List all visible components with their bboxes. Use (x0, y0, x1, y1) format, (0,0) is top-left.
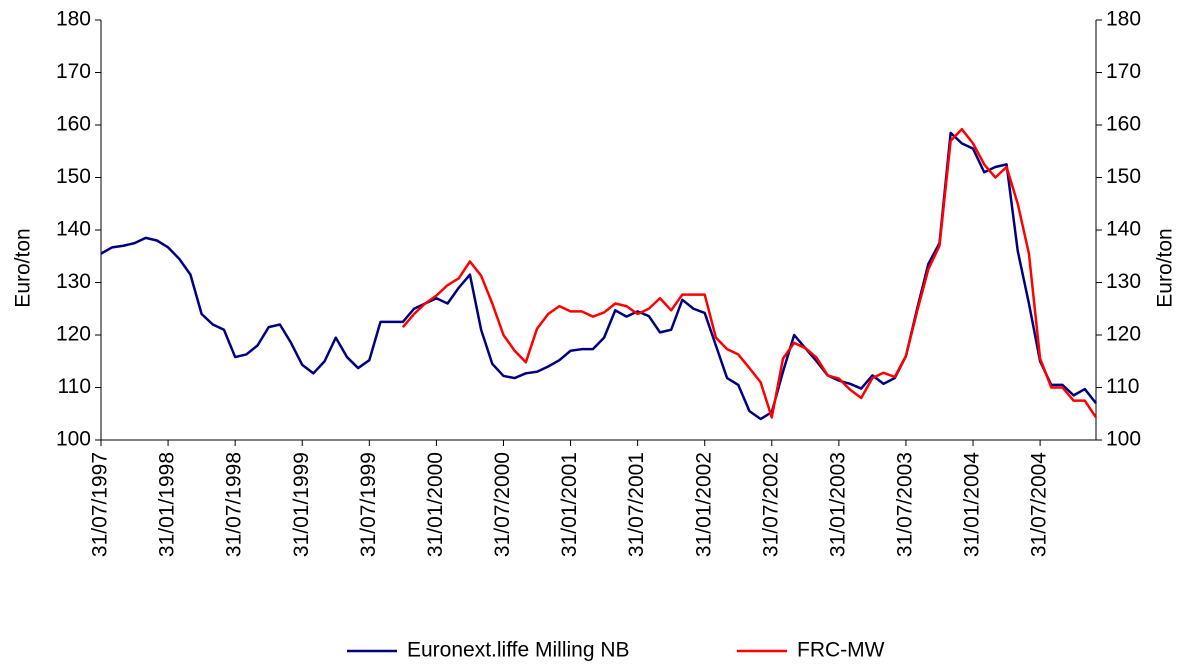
x-tick-label: 31/07/1999 (357, 452, 380, 557)
y-tick-label: 130 (56, 270, 91, 293)
x-tick-label: 31/01/1998 (156, 452, 179, 557)
y-tick-label: 150 (56, 165, 91, 188)
x-tick-label: 31/01/2004 (961, 452, 984, 557)
y-tick-label: 110 (58, 375, 91, 398)
y2-tick-label: 150 (1106, 165, 1141, 188)
y2-tick-label: 110 (1106, 375, 1139, 398)
y2-tick-label: 170 (1106, 60, 1141, 83)
x-tick-label: 31/07/2001 (625, 452, 648, 557)
x-tick-label: 31/01/2001 (558, 452, 581, 557)
x-tick-label: 31/07/1997 (89, 452, 112, 557)
y2-tick-label: 140 (1106, 218, 1141, 241)
y-axis-label: Euro/ton (12, 228, 35, 307)
y2-tick-label: 180 (1106, 8, 1141, 31)
y-tick-label: 100 (56, 428, 91, 451)
y-tick-label: 120 (56, 323, 91, 346)
y2-tick-label: 100 (1106, 428, 1141, 451)
x-tick-label: 31/01/2000 (424, 452, 447, 557)
y-tick-label: 170 (56, 60, 91, 83)
y2-tick-label: 160 (1106, 113, 1141, 136)
x-tick-label: 31/07/2000 (491, 452, 514, 557)
y2-axis-label: Euro/ton (1154, 228, 1177, 307)
y-tick-label: 180 (56, 8, 91, 31)
y2-tick-label: 120 (1106, 323, 1141, 346)
x-tick-label: 31/07/2003 (893, 452, 916, 557)
y2-tick-label: 130 (1106, 270, 1141, 293)
y-tick-label: 140 (56, 218, 91, 241)
series-line (401, 127, 1098, 419)
x-tick-label: 31/01/1999 (290, 452, 313, 557)
x-tick-label: 31/07/1998 (223, 452, 246, 557)
y-tick-label: 160 (56, 113, 91, 136)
x-tick-label: 31/01/2003 (826, 452, 849, 557)
x-tick-label: 31/07/2004 (1028, 452, 1051, 557)
legend-label: Euronext.liffe Milling NB (407, 639, 630, 662)
legend-label: FRC-MW (797, 639, 885, 662)
x-tick-label: 31/01/2002 (692, 452, 715, 557)
series-line (100, 131, 1097, 421)
x-tick-label: 31/07/2002 (759, 452, 782, 557)
